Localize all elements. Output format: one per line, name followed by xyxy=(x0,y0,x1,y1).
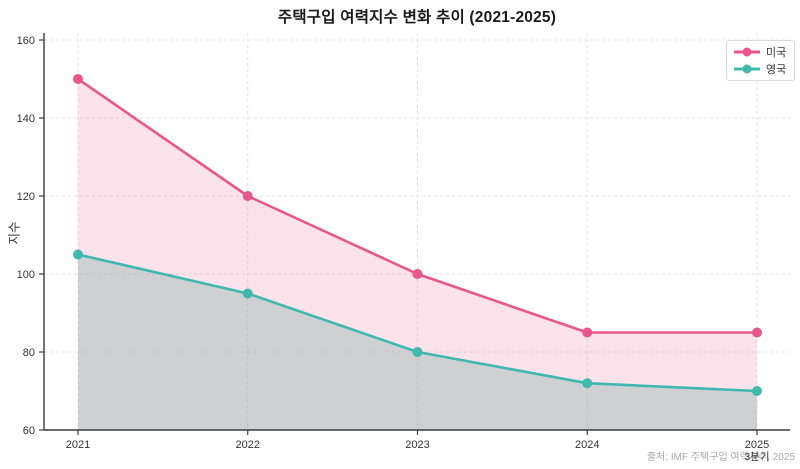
chart-title: 주택구입 여력지수 변화 추이 (2021-2025) xyxy=(277,9,557,26)
y-tick-label: 100 xyxy=(17,269,35,281)
data-point-marker xyxy=(752,327,762,338)
data-point-marker xyxy=(582,327,593,338)
data-point-marker xyxy=(752,386,762,396)
x-tick-label: 2022 xyxy=(236,439,260,451)
legend: 미국 영국 xyxy=(726,40,796,81)
x-tick-sublabel: 3분기 xyxy=(744,451,769,463)
line-marker-icon xyxy=(734,64,760,74)
x-tick-label: 2025 xyxy=(745,439,769,451)
data-point-marker xyxy=(582,378,593,389)
x-tick-label: 2021 xyxy=(66,439,90,451)
area-fill-us xyxy=(78,79,757,391)
legend-label-uk: 영국 xyxy=(766,64,787,76)
line-marker-icon xyxy=(734,47,760,57)
legend-item-us: 미국 xyxy=(734,44,786,60)
legend-item-uk: 영국 xyxy=(734,61,786,77)
y-axis-label: 지수 xyxy=(7,221,22,245)
data-point-marker xyxy=(242,191,253,201)
source-note: 출처: IMF 주택구입 여력지수, 2025 xyxy=(646,452,795,463)
x-tick-label: 2023 xyxy=(405,439,429,451)
data-point-marker xyxy=(73,249,83,260)
legend-label-us: 미국 xyxy=(766,47,787,59)
data-point-marker xyxy=(242,288,253,299)
y-tick-label: 160 xyxy=(17,35,35,47)
y-tick-label: 140 xyxy=(17,113,35,125)
data-point-marker xyxy=(73,74,83,84)
x-tick-label: 2024 xyxy=(575,439,599,451)
y-tick-label: 60 xyxy=(23,425,35,437)
data-point-marker xyxy=(412,347,423,357)
y-tick-label: 80 xyxy=(23,347,35,359)
y-tick-label: 120 xyxy=(17,191,35,203)
data-point-marker xyxy=(412,269,423,279)
